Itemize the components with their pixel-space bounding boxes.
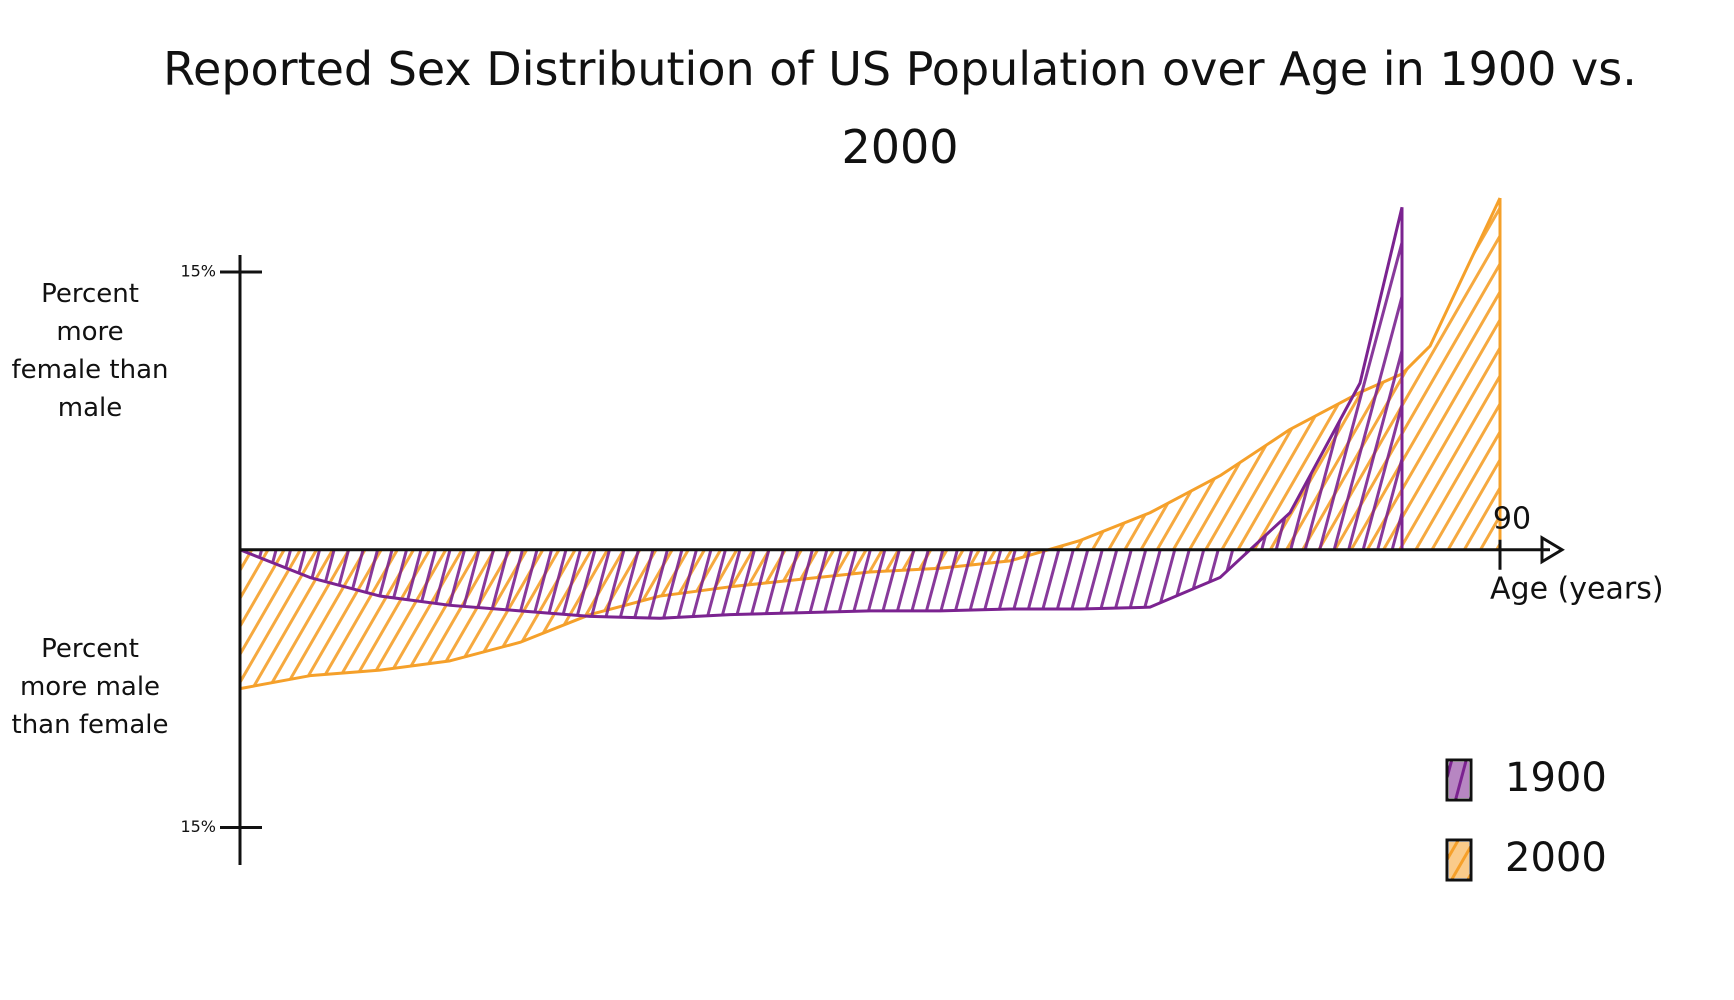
- legend-swatch-tint: [1449, 762, 1469, 798]
- area-hatch: [240, 207, 1402, 619]
- y-label-top: Percent more female than male: [11, 279, 169, 423]
- y-tick-label: 15%: [180, 817, 216, 836]
- y-label-bottom-box: Percent more male than female: [11, 634, 169, 740]
- x-axis-label: Age (years): [1490, 572, 1664, 607]
- legend-label: 2000: [1505, 835, 1607, 881]
- y-label-bottom: Percent more male than female: [11, 634, 169, 740]
- legend-swatch-tint: [1449, 842, 1469, 878]
- chart-title: Reported Sex Distribution of US Populati…: [163, 42, 1637, 174]
- x-axis-arrow: [1540, 535, 1565, 565]
- y-label-top-box: Percent more female than male: [11, 279, 169, 423]
- y-tick-label: 15%: [180, 262, 216, 281]
- area-outline: [239, 206, 1404, 620]
- x-tick-label: 90: [1493, 501, 1531, 536]
- area-hatch: [240, 198, 1500, 689]
- title-box: Reported Sex Distribution of US Populati…: [163, 42, 1637, 174]
- legend-label: 1900: [1505, 755, 1607, 801]
